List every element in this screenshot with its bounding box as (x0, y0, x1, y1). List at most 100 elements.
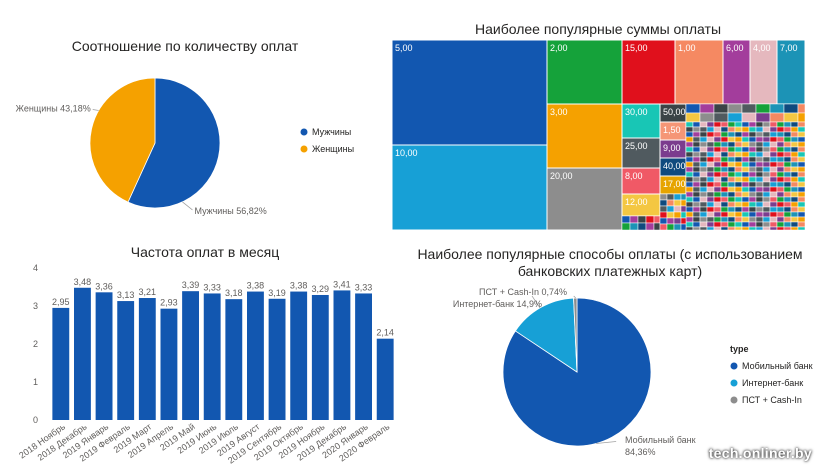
pie2-leader (573, 295, 576, 299)
treemap-small-cell (699, 191, 708, 198)
pie2-leader (531, 295, 541, 309)
treemap-small-cell (727, 221, 736, 228)
treemap-small-cell (769, 151, 778, 158)
treemap-small-cell (755, 156, 764, 163)
treemap-small-cell (790, 136, 799, 143)
pie2-leader (596, 441, 617, 444)
pie1-label: Женщины 43,18% (16, 104, 91, 114)
treemap-small-cell (797, 146, 806, 153)
treemap-small-cell (685, 216, 694, 223)
treemap-small-cell (769, 156, 778, 163)
treemap-small-cell (741, 176, 750, 183)
treemap-small-cell (734, 126, 743, 133)
treemap-small-cell (776, 131, 785, 138)
treemap-small-cell (790, 186, 799, 193)
treemap-small-cell (790, 221, 799, 228)
pie1-title: Соотношение по количеству оплат (71, 38, 299, 54)
treemap-cell (722, 39, 751, 105)
bar-value-label: 3,13 (117, 290, 135, 300)
treemap-small-cell (692, 151, 701, 158)
pie2-legend-label: Интернет-банк (742, 378, 803, 388)
treemap-small-cell (776, 171, 785, 178)
treemap-small-cell (727, 156, 736, 163)
pie2-label: Интернет-банк 14,9% (453, 299, 542, 309)
treemap-small-cell (755, 186, 764, 193)
treemap-small-cell (748, 161, 757, 168)
treemap-small-cell (790, 206, 799, 213)
treemap-small-cell (685, 201, 694, 208)
treemap-small-cell (783, 151, 792, 158)
treemap-small-cell (741, 156, 750, 163)
pie1-slice (89, 77, 156, 203)
treemap-small-cell (797, 136, 806, 143)
treemap-small-cell (783, 181, 792, 188)
treemap-small-cell (790, 151, 799, 158)
treemap-small-cell (699, 151, 708, 158)
treemap-small-cell (673, 205, 682, 213)
treemap-small-cell (783, 196, 792, 203)
treemap-small-cell (692, 161, 701, 168)
treemap-small-cell (713, 112, 729, 123)
treemap-small-cell (720, 166, 729, 173)
treemap-small-cell (727, 151, 736, 158)
pie2-legend-label: Мобильный банк (742, 361, 813, 371)
treemap-small-cell (720, 161, 729, 168)
treemap-small-cell (685, 211, 694, 218)
treemap-small-cell (692, 136, 701, 143)
treemap-cell (749, 39, 778, 105)
pie2-title: Наиболее популярные способы оплаты (с ис… (417, 246, 803, 279)
treemap-small-cell (755, 151, 764, 158)
treemap-small-cell (659, 199, 668, 207)
treemap-small-cell (748, 181, 757, 188)
treemap-label: 15,00 (625, 43, 648, 53)
treemap-small-cell (727, 226, 736, 231)
treemap-small-cell (699, 121, 708, 128)
treemap-small-cell (790, 156, 799, 163)
treemap-small-cell (790, 131, 799, 138)
treemap-small-cell (692, 196, 701, 203)
treemap-small-cell (797, 166, 806, 173)
treemap-small-cell (776, 201, 785, 208)
treemap-small-cell (692, 206, 701, 213)
treemap-small-cell (769, 166, 778, 173)
treemap-small-cell (706, 146, 715, 153)
treemap-small-cell (706, 221, 715, 228)
treemap-small-cell (685, 126, 694, 133)
treemap-small-cell (699, 206, 708, 213)
treemap-small-cell (748, 186, 757, 193)
bar-value-label: 3,48 (74, 277, 92, 287)
treemap-small-cell (783, 206, 792, 213)
treemap-small-cell (776, 151, 785, 158)
treemap-small-cell (797, 141, 806, 148)
pie2-legend-marker (730, 396, 738, 404)
treemap-small-cell (748, 146, 757, 153)
treemap-small-cell (755, 112, 771, 123)
treemap-small-cell (776, 141, 785, 148)
treemap-cell (391, 39, 548, 146)
treemap-small-cell (797, 131, 806, 138)
treemap-small-cell (783, 121, 792, 128)
treemap-small-cell (755, 121, 764, 128)
treemap-small-cell (797, 156, 806, 163)
treemap-small-cell (734, 216, 743, 223)
treemap-small-cell (713, 226, 722, 231)
treemap-small-cell (734, 151, 743, 158)
treemap-small-cell (706, 181, 715, 188)
treemap-small-cell (720, 141, 729, 148)
treemap-small-cell (706, 156, 715, 163)
treemap-small-cell (727, 181, 736, 188)
pie2-label: ПСТ + Cash-In 0,74% (479, 287, 567, 297)
treemap-small-cell (748, 141, 757, 148)
treemap-label: 50,00 (663, 107, 686, 117)
treemap-small-cell (706, 191, 715, 198)
treemap-small-cell (692, 226, 701, 231)
bar-value-label: 3,18 (225, 288, 243, 298)
bar-value-label: 3,33 (355, 282, 373, 292)
treemap-small-cell (748, 131, 757, 138)
treemap-small-cell (727, 131, 736, 138)
treemap-small-cell (762, 221, 771, 228)
treemap-small-cell (706, 171, 715, 178)
treemap-small-cell (797, 221, 806, 228)
treemap-small-cell (706, 121, 715, 128)
treemap-small-cell (720, 221, 729, 228)
